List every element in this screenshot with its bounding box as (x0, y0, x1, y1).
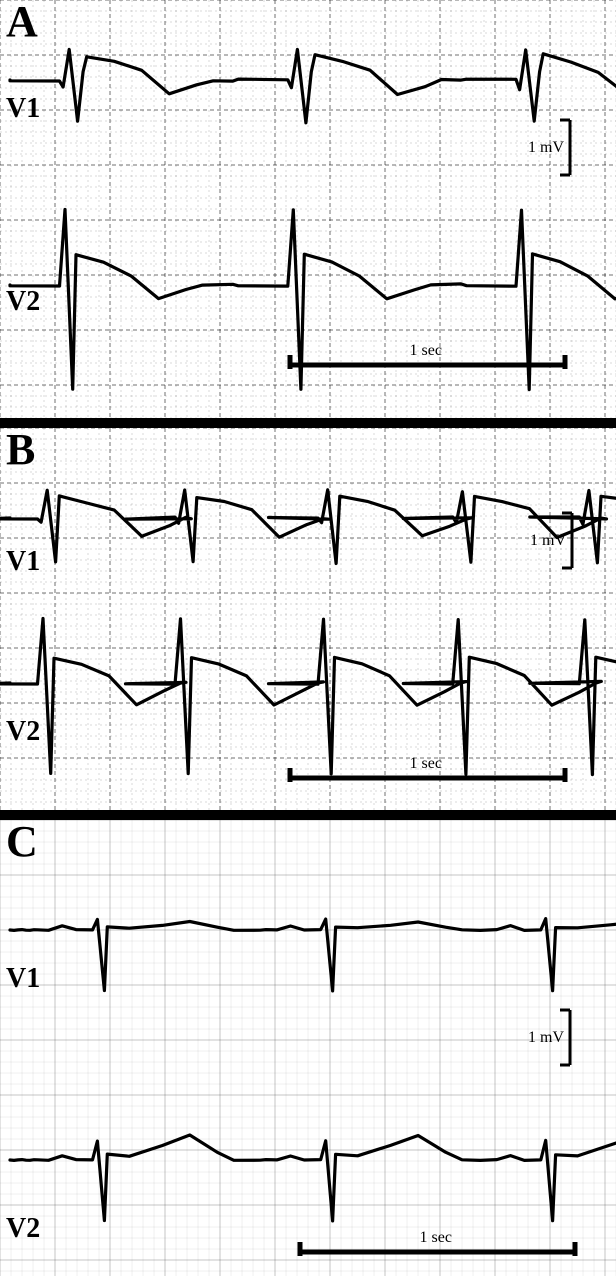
lead-label-c-v1: V1 (6, 965, 40, 993)
panel-a: A V1 V2 1 mV 1 sec (0, 0, 616, 418)
sec-label-b: 1 sec (410, 756, 442, 772)
mv-label-b: 1 mV (530, 533, 566, 549)
panel-c: C V1 V2 1 mV 1 sec (0, 820, 616, 1276)
lead-label-c-v2: V2 (6, 1215, 40, 1243)
sec-label-a: 1 sec (410, 343, 442, 359)
panel-a-label: A (6, 0, 38, 44)
lead-label-b-v1: V1 (6, 548, 40, 576)
trace-b-v1 (0, 490, 616, 564)
lead-label-b-v2: V2 (6, 718, 40, 746)
trace-c-v1 (10, 919, 616, 991)
panel-b: B V1 V2 1 mV 1 sec (0, 428, 616, 810)
sec-label-c: 1 sec (420, 1230, 452, 1246)
panel-a-svg (0, 0, 616, 418)
mv-label-a: 1 mV (528, 140, 564, 156)
ecg-figure: A V1 V2 1 mV 1 sec B V1 V2 1 mV 1 sec C V1 V2 1 … (0, 0, 616, 1280)
panel-c-label: C (6, 820, 38, 864)
mv-label-c: 1 mV (528, 1030, 564, 1046)
panel-b-svg (0, 428, 616, 810)
lead-label-a-v2: V2 (6, 288, 40, 316)
panel-b-label: B (6, 428, 35, 472)
trace-b-v2 (0, 619, 616, 775)
trace-a-v1 (10, 49, 616, 122)
panel-c-svg (0, 820, 616, 1276)
trace-c-v2 (10, 1135, 616, 1221)
divider-bc (0, 810, 616, 820)
divider-ab (0, 418, 616, 428)
lead-label-a-v1: V1 (6, 95, 40, 123)
